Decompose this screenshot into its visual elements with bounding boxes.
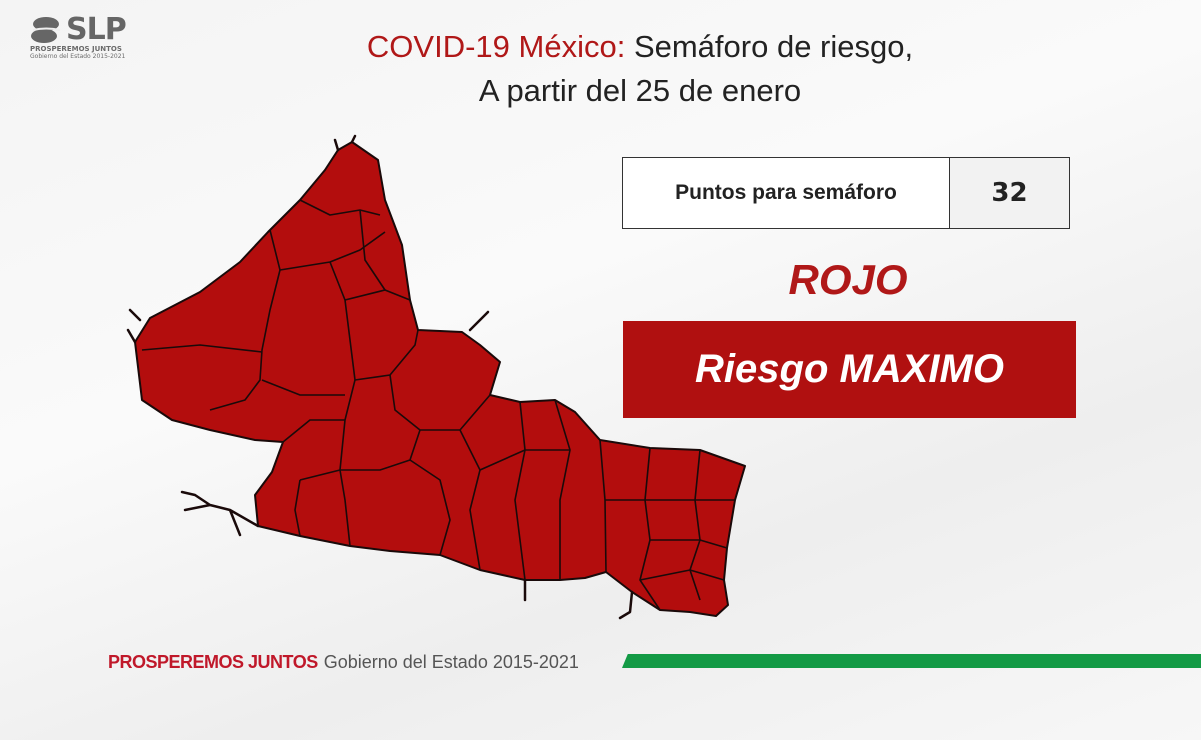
points-value: 32 xyxy=(950,158,1069,228)
semaphore-color-label: ROJO xyxy=(788,256,908,303)
title-line2: A partir del 25 de enero xyxy=(478,73,802,108)
logo-emblem-icon xyxy=(31,16,61,43)
footer-government: Gobierno del Estado 2015-2021 xyxy=(323,652,579,672)
title-highlight: COVID-19 México: xyxy=(366,29,626,64)
logo-text: SLP xyxy=(66,12,127,47)
risk-level-banner: Riesgo MAXIMO xyxy=(623,321,1076,418)
title-rest: Semáforo de riesgo, xyxy=(633,29,914,64)
points-box: Puntos para semáforo 32 xyxy=(622,157,1070,229)
footer: PROSPEREMOS JUNTOS Gobierno del Estado 20… xyxy=(108,652,579,673)
logo-slogan: PROSPEREMOS JUNTOS xyxy=(30,45,122,53)
footer-slogan: PROSPEREMOS JUNTOS xyxy=(108,652,318,672)
slp-logo: SLP PROSPEREMOS JUNTOS Gobierno del Esta… xyxy=(30,12,145,60)
page-title: COVID-19 México: Semáforo de riesgo, A p… xyxy=(250,25,1030,113)
risk-level-text: Riesgo MAXIMO xyxy=(695,347,1004,391)
footer-green-bar xyxy=(622,654,1201,668)
points-label: Puntos para semáforo xyxy=(623,158,950,228)
logo-government: Gobierno del Estado 2015-2021 xyxy=(30,53,126,60)
